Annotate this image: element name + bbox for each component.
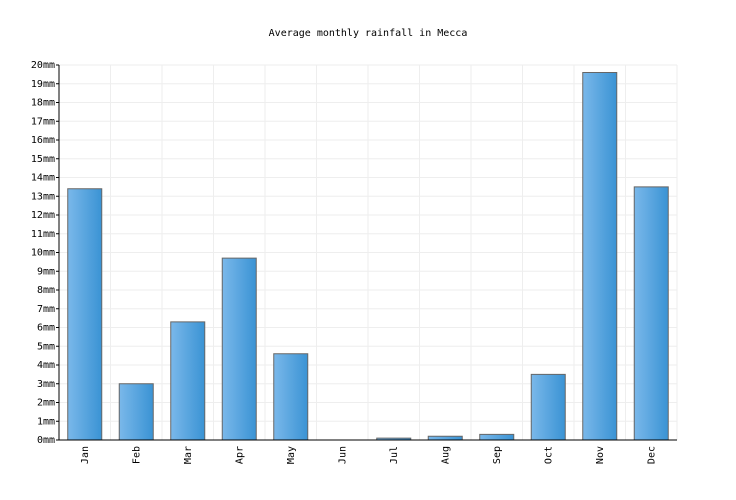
x-tick-label: Sep [492,446,503,464]
x-tick-label: Mar [183,446,194,464]
y-tick-label: 16mm [31,135,55,146]
bar [273,353,309,441]
y-tick-label: 18mm [31,98,55,109]
y-tick-label: 4mm [37,360,55,371]
bar [67,188,103,441]
bar [427,435,463,441]
y-tick-label: 0mm [37,435,55,446]
bar [633,186,669,441]
y-tick-label: 19mm [31,79,55,90]
chart-title: Average monthly rainfall in Mecca [269,28,468,39]
bar [582,72,618,441]
y-tick-label: 7mm [37,304,55,315]
y-tick-label: 10mm [31,248,55,259]
bar [170,321,206,441]
x-tick-label: May [286,446,297,464]
y-tick-label: 3mm [37,379,55,390]
y-tick-label: 9mm [37,266,55,277]
x-tick-label: Apr [234,446,245,464]
y-tick-label: 13mm [31,191,55,202]
x-tick-label: Aug [440,446,451,464]
y-tick-label: 14mm [31,173,55,184]
bar [221,257,257,441]
y-tick-label: 20mm [31,60,55,71]
x-tick-label: Nov [595,446,606,464]
y-tick-label: 11mm [31,229,55,240]
x-tick-label: Oct [543,446,554,464]
x-tick-label: Jul [389,446,400,464]
bar [530,373,566,441]
y-tick-label: 12mm [31,210,55,221]
x-tick-label: Jan [80,446,91,464]
y-tick-label: 15mm [31,154,55,165]
bar [118,383,154,441]
x-tick-label: Jun [337,446,348,464]
y-tick-label: 6mm [37,323,55,334]
bar [479,433,515,441]
y-tick-label: 1mm [37,416,55,427]
y-tick-label: 17mm [31,116,55,127]
x-tick-label: Dec [646,446,657,464]
x-tick-label: Feb [131,446,142,464]
y-tick-label: 2mm [37,398,55,409]
y-tick-label: 8mm [37,285,55,296]
y-tick-label: 5mm [37,341,55,352]
